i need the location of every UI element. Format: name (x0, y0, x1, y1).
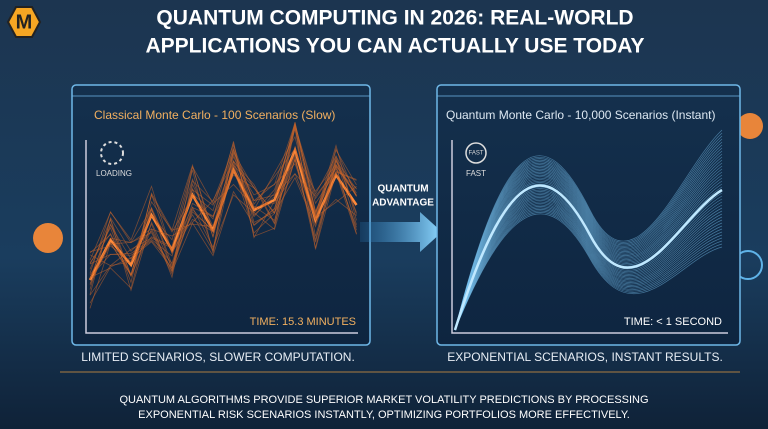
left-panel (71, 84, 371, 346)
decorative-line (454, 168, 723, 331)
arrow-label: ADVANTAGE (372, 198, 434, 209)
decorative-line (454, 203, 723, 331)
title-line: QUANTUM COMPUTING IN 2026: REAL-WORLD (156, 7, 633, 30)
status-text: LOADING (96, 169, 132, 178)
coin-icon (33, 223, 63, 253)
decorative-line (454, 138, 723, 331)
coin-icon (737, 113, 763, 139)
decorative-line (89, 155, 357, 274)
decorative-line (89, 143, 357, 284)
decorative-line (454, 144, 723, 331)
decorative-line (454, 195, 723, 331)
decorative-line (454, 207, 723, 331)
decorative-line (89, 164, 357, 292)
decorative-line (453, 184, 723, 331)
decorative-line (454, 192, 723, 331)
decorative-line (89, 156, 357, 289)
decorative-line (89, 151, 357, 304)
decorative-line (454, 200, 723, 331)
decorative-line (454, 213, 723, 331)
panel-title: Classical Monte Carlo - 100 Scenarios (S… (94, 108, 335, 122)
decorative-line (454, 153, 723, 331)
arrow (360, 212, 442, 252)
decorative-line (454, 156, 723, 331)
decorative-line (454, 135, 723, 331)
time-label: TIME: < 1 SECOND (624, 316, 722, 328)
axes (451, 140, 728, 334)
decorative-line (454, 132, 723, 331)
decorative-line (454, 180, 723, 331)
title-line: APPLICATIONS YOU CAN ACTUALLY USE TODAY (145, 35, 644, 58)
decorative-line (454, 171, 723, 331)
decorative-line (454, 165, 723, 331)
decorative-line (454, 197, 723, 331)
decorative-line (454, 198, 723, 331)
decorative-line (454, 162, 723, 331)
decorative-line (454, 210, 723, 331)
fast-badge: FAST (468, 151, 483, 157)
logo-hexagon (6, 6, 42, 38)
axes (85, 140, 358, 334)
decorative-line (454, 129, 723, 331)
decorative-line (454, 174, 723, 331)
decorative-line (454, 147, 723, 331)
footer-line: EXPONENTIAL RISK SCENARIOS INSTANTLY, OP… (138, 409, 630, 421)
decorative-line (454, 209, 723, 331)
arrow-label: QUANTUM (377, 184, 428, 195)
caption: EXPONENTIAL SCENARIOS, INSTANT RESULTS. (447, 350, 723, 364)
decorative-line (454, 206, 723, 331)
decorative-line (454, 141, 723, 331)
decorative-line (454, 159, 723, 331)
decorative-line (454, 201, 723, 331)
decorative-line (454, 194, 723, 331)
decorative-line (89, 121, 357, 296)
decorative-line (454, 150, 723, 331)
logo-letter: M (16, 11, 33, 33)
decorative-line (89, 148, 357, 286)
decorative-line (454, 177, 723, 331)
time-label: TIME: 15.3 MINUTES (250, 316, 356, 328)
footer-line: QUANTUM ALGORITHMS PROVIDE SUPERIOR MARK… (119, 394, 648, 406)
fast-icon (465, 142, 487, 164)
loading-spinner (100, 141, 124, 165)
caption: LIMITED SCENARIOS, SLOWER COMPUTATION. (81, 350, 355, 364)
decorative-line (89, 123, 357, 284)
panel-title: Quantum Monte Carlo - 10,000 Scenarios (… (446, 108, 715, 122)
status-text: FAST (466, 169, 486, 178)
decorative-line (454, 189, 723, 331)
decorative-line (454, 204, 723, 331)
decorative-line (454, 191, 723, 331)
decorative-line (454, 212, 723, 331)
